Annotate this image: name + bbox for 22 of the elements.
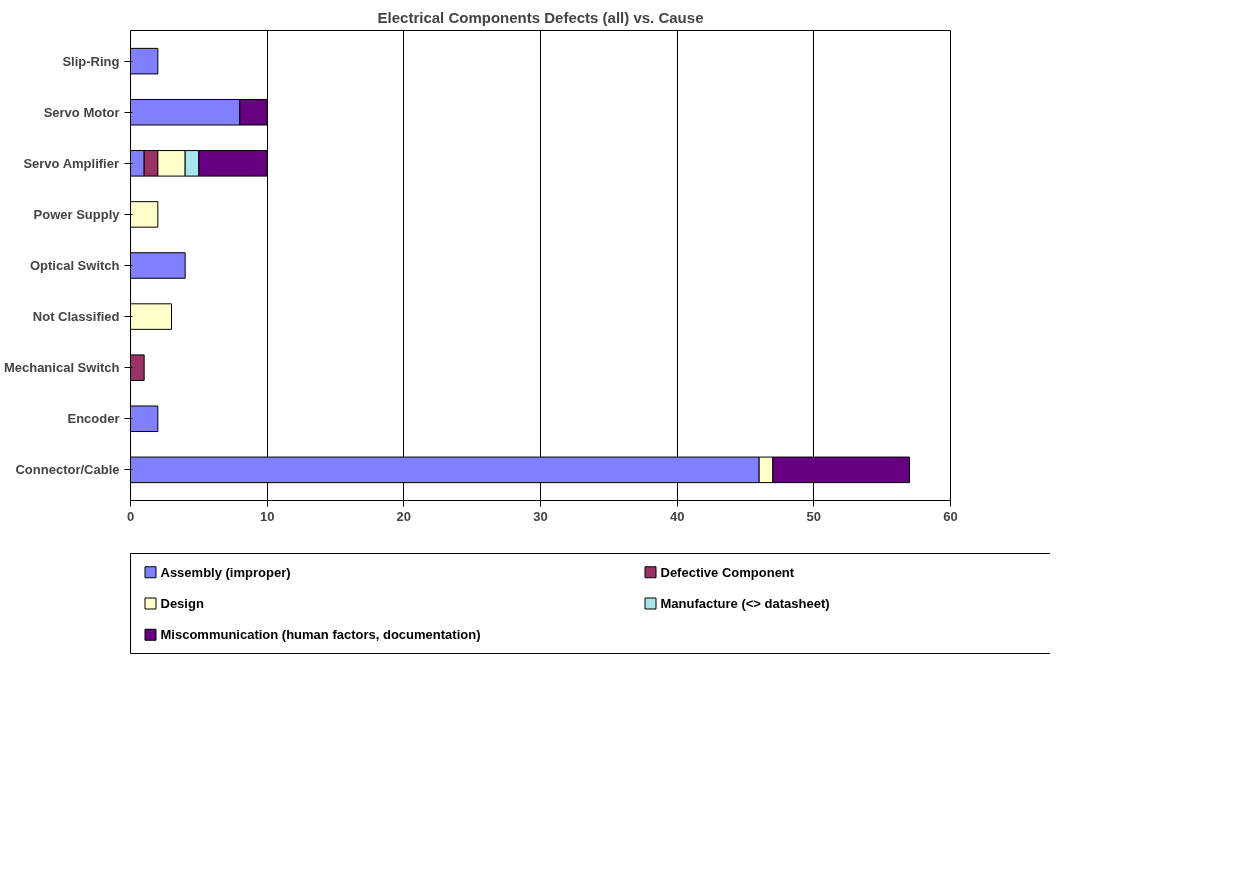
y-tick-label: Servo Amplifier bbox=[23, 155, 120, 171]
y-tick-label: Not Classified bbox=[32, 309, 120, 325]
x-tick-label: 50 bbox=[806, 508, 822, 524]
legend-label: Assembly (improper) bbox=[160, 564, 291, 580]
y-tick-label: Slip-Ring bbox=[62, 53, 120, 69]
legend-label: Defective Component bbox=[660, 564, 795, 580]
legend-label: Manufacture (<> datasheet) bbox=[660, 596, 830, 611]
y-tick-label: Optical Switch bbox=[29, 258, 120, 273]
x-tick-label: 0 bbox=[126, 508, 135, 524]
x-tick-label: 20 bbox=[396, 508, 412, 524]
y-tick-label: Power Supply bbox=[33, 206, 121, 222]
y-tick-label: Encoder bbox=[67, 411, 120, 427]
y-tick-label: Mechanical Switch bbox=[3, 360, 120, 376]
y-tick-label: Servo Motor bbox=[43, 104, 120, 120]
legend-label: Miscommunication (human factors, documentation) bbox=[160, 627, 481, 643]
x-tick-label: 10 bbox=[259, 508, 275, 524]
x-tick-label: 40 bbox=[669, 508, 685, 524]
chart-title: Electrical Components Defects (all) vs. Cause bbox=[377, 8, 704, 26]
x-tick-label: 30 bbox=[533, 508, 548, 524]
x-tick-label: 60 bbox=[943, 508, 958, 524]
y-tick-label: Connector/Cable bbox=[15, 462, 120, 478]
legend-label: Design bbox=[160, 596, 204, 611]
